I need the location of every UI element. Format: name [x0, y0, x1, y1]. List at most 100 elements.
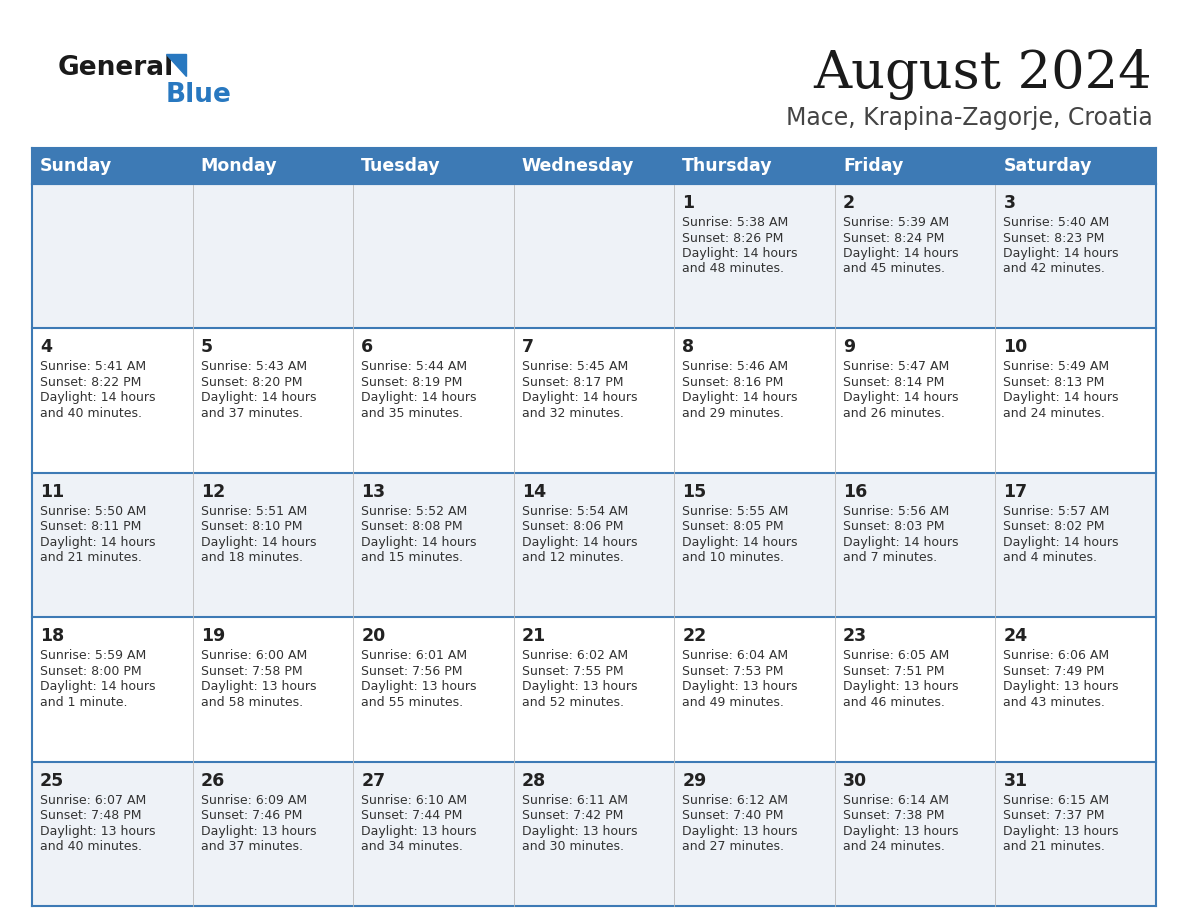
Text: Daylight: 14 hours: Daylight: 14 hours [40, 680, 156, 693]
Text: Sunrise: 5:43 AM: Sunrise: 5:43 AM [201, 361, 307, 374]
Text: Sunset: 7:48 PM: Sunset: 7:48 PM [40, 809, 141, 823]
Text: 22: 22 [682, 627, 707, 645]
Text: 19: 19 [201, 627, 225, 645]
Text: Sunset: 7:51 PM: Sunset: 7:51 PM [842, 665, 944, 677]
Text: Sunset: 8:16 PM: Sunset: 8:16 PM [682, 375, 784, 389]
Text: 5: 5 [201, 339, 213, 356]
Bar [32, 184, 1156, 329]
Bar [192, 148, 353, 184]
Text: 28: 28 [522, 772, 546, 789]
Text: Daylight: 13 hours: Daylight: 13 hours [1004, 824, 1119, 837]
Text: 8: 8 [682, 339, 695, 356]
Text: 14: 14 [522, 483, 545, 501]
Text: 3: 3 [1004, 194, 1016, 212]
Text: and 37 minutes.: and 37 minutes. [201, 407, 303, 420]
Text: and 15 minutes.: and 15 minutes. [361, 552, 463, 565]
Text: and 24 minutes.: and 24 minutes. [1004, 407, 1105, 420]
Text: 27: 27 [361, 772, 385, 789]
Text: Sunset: 8:24 PM: Sunset: 8:24 PM [842, 231, 944, 244]
Text: Sunrise: 5:39 AM: Sunrise: 5:39 AM [842, 216, 949, 229]
Text: Sunrise: 5:59 AM: Sunrise: 5:59 AM [40, 649, 146, 662]
Text: Sunrise: 5:50 AM: Sunrise: 5:50 AM [40, 505, 146, 518]
Text: Sunrise: 6:04 AM: Sunrise: 6:04 AM [682, 649, 789, 662]
Text: Daylight: 14 hours: Daylight: 14 hours [522, 391, 637, 405]
Text: Sunset: 8:17 PM: Sunset: 8:17 PM [522, 375, 624, 389]
Text: 10: 10 [1004, 339, 1028, 356]
Text: Daylight: 13 hours: Daylight: 13 hours [361, 824, 476, 837]
Text: 30: 30 [842, 772, 867, 789]
Text: Sunrise: 6:02 AM: Sunrise: 6:02 AM [522, 649, 627, 662]
Text: Daylight: 13 hours: Daylight: 13 hours [842, 680, 959, 693]
Text: 24: 24 [1004, 627, 1028, 645]
Bar [513, 148, 675, 184]
Text: Sunrise: 5:38 AM: Sunrise: 5:38 AM [682, 216, 789, 229]
Text: Sunrise: 6:12 AM: Sunrise: 6:12 AM [682, 793, 789, 807]
Text: Thursday: Thursday [682, 157, 773, 175]
Text: Daylight: 13 hours: Daylight: 13 hours [201, 824, 316, 837]
Text: Daylight: 14 hours: Daylight: 14 hours [201, 391, 316, 405]
Text: Daylight: 13 hours: Daylight: 13 hours [522, 824, 637, 837]
Text: and 40 minutes.: and 40 minutes. [40, 840, 143, 853]
Text: Daylight: 13 hours: Daylight: 13 hours [361, 680, 476, 693]
Text: and 45 minutes.: and 45 minutes. [842, 263, 944, 275]
Text: and 48 minutes.: and 48 minutes. [682, 263, 784, 275]
Text: 23: 23 [842, 627, 867, 645]
Bar [996, 148, 1156, 184]
Bar [675, 148, 835, 184]
Text: Sunrise: 5:49 AM: Sunrise: 5:49 AM [1004, 361, 1110, 374]
Text: Sunrise: 5:57 AM: Sunrise: 5:57 AM [1004, 505, 1110, 518]
Text: and 10 minutes.: and 10 minutes. [682, 552, 784, 565]
Text: Sunset: 7:38 PM: Sunset: 7:38 PM [842, 809, 944, 823]
Bar [32, 329, 1156, 473]
Text: 12: 12 [201, 483, 225, 501]
Text: Sunset: 7:46 PM: Sunset: 7:46 PM [201, 809, 302, 823]
Text: Daylight: 14 hours: Daylight: 14 hours [40, 536, 156, 549]
Text: Daylight: 14 hours: Daylight: 14 hours [1004, 247, 1119, 260]
Text: Sunday: Sunday [40, 157, 113, 175]
Text: 7: 7 [522, 339, 533, 356]
Text: Daylight: 13 hours: Daylight: 13 hours [201, 680, 316, 693]
Text: Friday: Friday [842, 157, 903, 175]
Text: Sunrise: 6:15 AM: Sunrise: 6:15 AM [1004, 793, 1110, 807]
Text: Tuesday: Tuesday [361, 157, 441, 175]
Text: Sunrise: 6:06 AM: Sunrise: 6:06 AM [1004, 649, 1110, 662]
Text: Sunset: 7:44 PM: Sunset: 7:44 PM [361, 809, 462, 823]
Text: Wednesday: Wednesday [522, 157, 634, 175]
Text: and 7 minutes.: and 7 minutes. [842, 552, 937, 565]
Text: and 18 minutes.: and 18 minutes. [201, 552, 303, 565]
Text: Daylight: 13 hours: Daylight: 13 hours [1004, 680, 1119, 693]
Text: Sunrise: 5:47 AM: Sunrise: 5:47 AM [842, 361, 949, 374]
Text: Sunrise: 5:40 AM: Sunrise: 5:40 AM [1004, 216, 1110, 229]
Text: Daylight: 13 hours: Daylight: 13 hours [682, 824, 798, 837]
Text: Sunset: 7:56 PM: Sunset: 7:56 PM [361, 665, 462, 677]
Text: Sunrise: 6:14 AM: Sunrise: 6:14 AM [842, 793, 949, 807]
Text: 6: 6 [361, 339, 373, 356]
Text: 4: 4 [40, 339, 52, 356]
Text: Sunset: 8:19 PM: Sunset: 8:19 PM [361, 375, 462, 389]
Text: Sunrise: 5:51 AM: Sunrise: 5:51 AM [201, 505, 307, 518]
Text: Sunset: 8:06 PM: Sunset: 8:06 PM [522, 521, 624, 533]
Text: Sunset: 8:11 PM: Sunset: 8:11 PM [40, 521, 141, 533]
Text: and 26 minutes.: and 26 minutes. [842, 407, 944, 420]
Text: Daylight: 13 hours: Daylight: 13 hours [522, 680, 637, 693]
Text: Sunset: 8:23 PM: Sunset: 8:23 PM [1004, 231, 1105, 244]
Text: Sunset: 8:10 PM: Sunset: 8:10 PM [201, 521, 302, 533]
Text: Daylight: 14 hours: Daylight: 14 hours [361, 536, 476, 549]
Text: Daylight: 14 hours: Daylight: 14 hours [1004, 536, 1119, 549]
Text: Sunset: 7:55 PM: Sunset: 7:55 PM [522, 665, 624, 677]
Text: and 43 minutes.: and 43 minutes. [1004, 696, 1105, 709]
Text: and 52 minutes.: and 52 minutes. [522, 696, 624, 709]
Text: 20: 20 [361, 627, 385, 645]
Text: and 37 minutes.: and 37 minutes. [201, 840, 303, 853]
Text: Daylight: 14 hours: Daylight: 14 hours [201, 536, 316, 549]
Text: Sunrise: 6:07 AM: Sunrise: 6:07 AM [40, 793, 146, 807]
Bar [32, 617, 1156, 762]
Text: 25: 25 [40, 772, 64, 789]
Text: 26: 26 [201, 772, 225, 789]
Text: and 42 minutes.: and 42 minutes. [1004, 263, 1105, 275]
Bar [353, 148, 513, 184]
Text: General: General [58, 55, 175, 81]
Bar [32, 762, 1156, 906]
Text: Sunrise: 6:10 AM: Sunrise: 6:10 AM [361, 793, 467, 807]
Text: Sunset: 8:08 PM: Sunset: 8:08 PM [361, 521, 463, 533]
